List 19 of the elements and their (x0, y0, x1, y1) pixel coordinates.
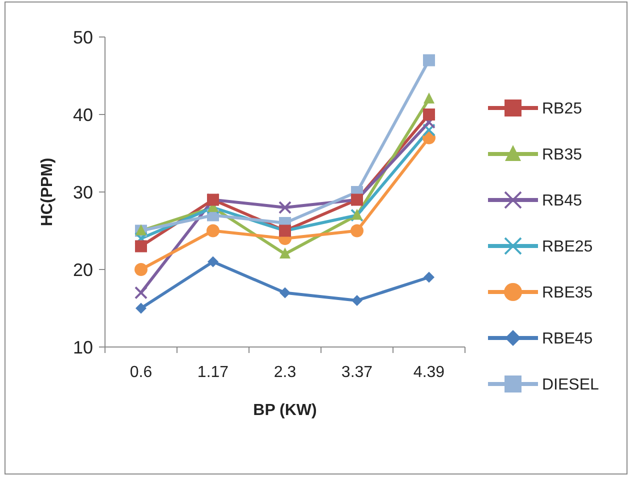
x-tick-label: 4.39 (413, 364, 445, 381)
legend-label: DIESEL (542, 376, 600, 394)
y-tick-label: 30 (72, 182, 93, 202)
legend-label: RBE45 (542, 330, 593, 348)
x-tick-label: 2.3 (274, 364, 296, 381)
x-tick-label: 0.6 (130, 364, 152, 381)
y-tick-label: 20 (72, 260, 93, 280)
legend-label: RBE35 (542, 284, 593, 302)
y-axis-title: HC(PPM) (39, 158, 56, 226)
legend-label: RBE25 (542, 238, 593, 256)
legend-label: RB45 (542, 192, 582, 210)
legend-label: RB35 (542, 146, 582, 164)
y-tick-label: 50 (72, 27, 93, 48)
y-tick-label: 40 (72, 104, 93, 125)
x-axis-title: BP (KW) (253, 402, 317, 419)
x-tick-label: 3.37 (341, 364, 373, 381)
legend-label: RB25 (542, 100, 582, 118)
x-tick-label: 1.17 (197, 364, 229, 381)
y-tick-label: 10 (72, 337, 93, 358)
